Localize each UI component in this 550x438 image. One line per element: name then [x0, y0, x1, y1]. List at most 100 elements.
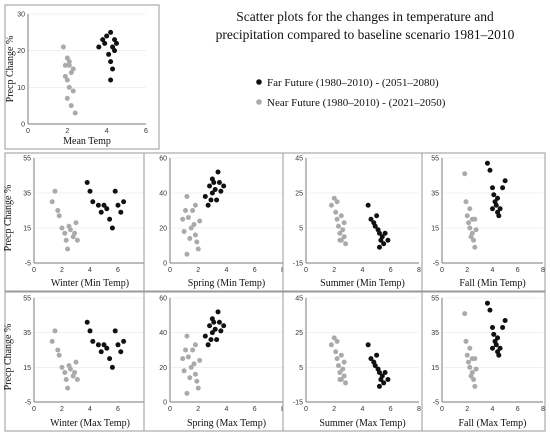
x-tick-label: 2 — [332, 406, 336, 413]
point-near-future — [462, 311, 468, 317]
point-near-future — [65, 385, 71, 391]
point-far-future — [211, 180, 217, 185]
point-near-future — [185, 215, 191, 220]
x-axis-label: Winter (Min Temp) — [51, 278, 129, 289]
point-far-future — [497, 345, 503, 351]
point-far-future — [216, 319, 222, 325]
figure-title: Scatter plots for the changes in tempera… — [216, 9, 515, 42]
point-near-future — [188, 364, 194, 370]
point-far-future — [202, 333, 208, 339]
x-tick-label: 2 — [465, 406, 469, 413]
point-near-future — [192, 202, 198, 208]
point-near-future — [74, 237, 80, 243]
panel-9: -5 15 35 55 0 2 4 6 8 Fall (Max Temp) — [421, 291, 546, 432]
x-tick-label: 4 — [105, 128, 109, 135]
point-far-future — [121, 199, 127, 205]
panel-7: 020406002468Spring (Max Temp) — [143, 291, 285, 432]
legend: Far Future (1980–2010) - (2051–2080) Nea… — [256, 77, 446, 109]
x-tick-label: 6 — [389, 267, 393, 274]
point-far-future — [108, 29, 114, 35]
point-far-future — [90, 199, 96, 205]
point-far-future — [108, 59, 114, 65]
point-near-future — [464, 352, 470, 358]
x-tick-label: 4 — [225, 267, 229, 274]
x-tick-label: 8 — [541, 406, 545, 413]
row1-ylabel: Precp Change % — [3, 185, 14, 252]
point-far-future — [98, 209, 104, 215]
x-tick-label: 0 — [304, 406, 308, 413]
point-near-future — [192, 232, 198, 238]
point-far-future — [214, 197, 220, 203]
point-near-future — [68, 70, 74, 76]
y-tick-label: 25 — [295, 191, 303, 198]
point-near-future — [59, 364, 65, 370]
point-far-future — [208, 337, 214, 343]
point-far-future — [376, 244, 382, 250]
point-near-future — [66, 62, 72, 68]
x-tick-label: 4 — [88, 406, 92, 413]
point-far-future — [381, 380, 387, 386]
point-near-future — [62, 230, 68, 236]
x-tick-label: 6 — [253, 406, 257, 413]
y-tick-label: 20 — [159, 365, 167, 372]
point-near-future — [184, 194, 190, 199]
point-far-future — [104, 206, 110, 212]
point-far-future — [218, 328, 224, 334]
point-near-future — [197, 218, 203, 224]
point-far-future — [484, 300, 490, 306]
panel-frame — [143, 291, 284, 432]
point-far-future — [490, 185, 495, 191]
point-far-future — [112, 188, 118, 194]
point-far-future — [109, 225, 115, 231]
x-tick-label: 2 — [465, 267, 469, 274]
y-tick-label: 20 — [17, 48, 25, 55]
point-far-future — [84, 319, 90, 325]
point-near-future — [335, 363, 341, 369]
point-far-future — [497, 206, 503, 212]
point-near-future — [469, 216, 475, 222]
point-near-future — [72, 230, 78, 236]
point-far-future — [376, 230, 382, 236]
point-near-future — [70, 88, 76, 94]
point-near-future — [194, 378, 200, 384]
y-tick-label: 60 — [159, 156, 167, 163]
x-axis-label: Spring (Min Temp) — [188, 278, 265, 289]
x-tick-label: 4 — [225, 406, 229, 413]
point-near-future — [473, 366, 479, 372]
row-y-labels: Precp Change % Precp Change % — [3, 185, 14, 391]
point-far-future — [379, 234, 385, 240]
point-far-future — [215, 309, 221, 315]
point-far-future — [107, 356, 113, 362]
point-far-future — [108, 77, 114, 83]
point-near-future — [343, 241, 349, 247]
point-near-future — [73, 359, 79, 365]
point-far-future — [107, 216, 113, 222]
point-near-future — [337, 376, 343, 382]
point-far-future — [502, 178, 508, 184]
point-far-future — [500, 185, 506, 191]
point-near-future — [72, 370, 78, 376]
x-tick-label: 0 — [440, 406, 444, 413]
point-far-future — [221, 183, 227, 189]
point-near-future — [191, 222, 197, 227]
x-tick-label: 4 — [361, 267, 365, 274]
point-near-future — [466, 220, 472, 226]
x-axis-label: Fall (Min Temp) — [459, 278, 525, 289]
point-near-future — [335, 223, 341, 229]
point-near-future — [56, 352, 62, 358]
x-tick-label: 4 — [491, 406, 495, 413]
point-far-future — [484, 160, 490, 166]
point-near-future — [184, 251, 190, 257]
y-tick-label: 35 — [23, 330, 31, 337]
point-near-future — [181, 368, 187, 374]
x-tick-label: 4 — [88, 267, 92, 274]
y-tick-label: 20 — [159, 226, 167, 233]
point-far-future — [212, 326, 218, 332]
point-far-future — [121, 338, 127, 344]
point-near-future — [73, 220, 79, 226]
point-near-future — [331, 195, 337, 201]
point-near-future — [328, 342, 334, 348]
y-tick-label: 15 — [23, 226, 31, 233]
x-tick-label: 0 — [26, 128, 30, 135]
